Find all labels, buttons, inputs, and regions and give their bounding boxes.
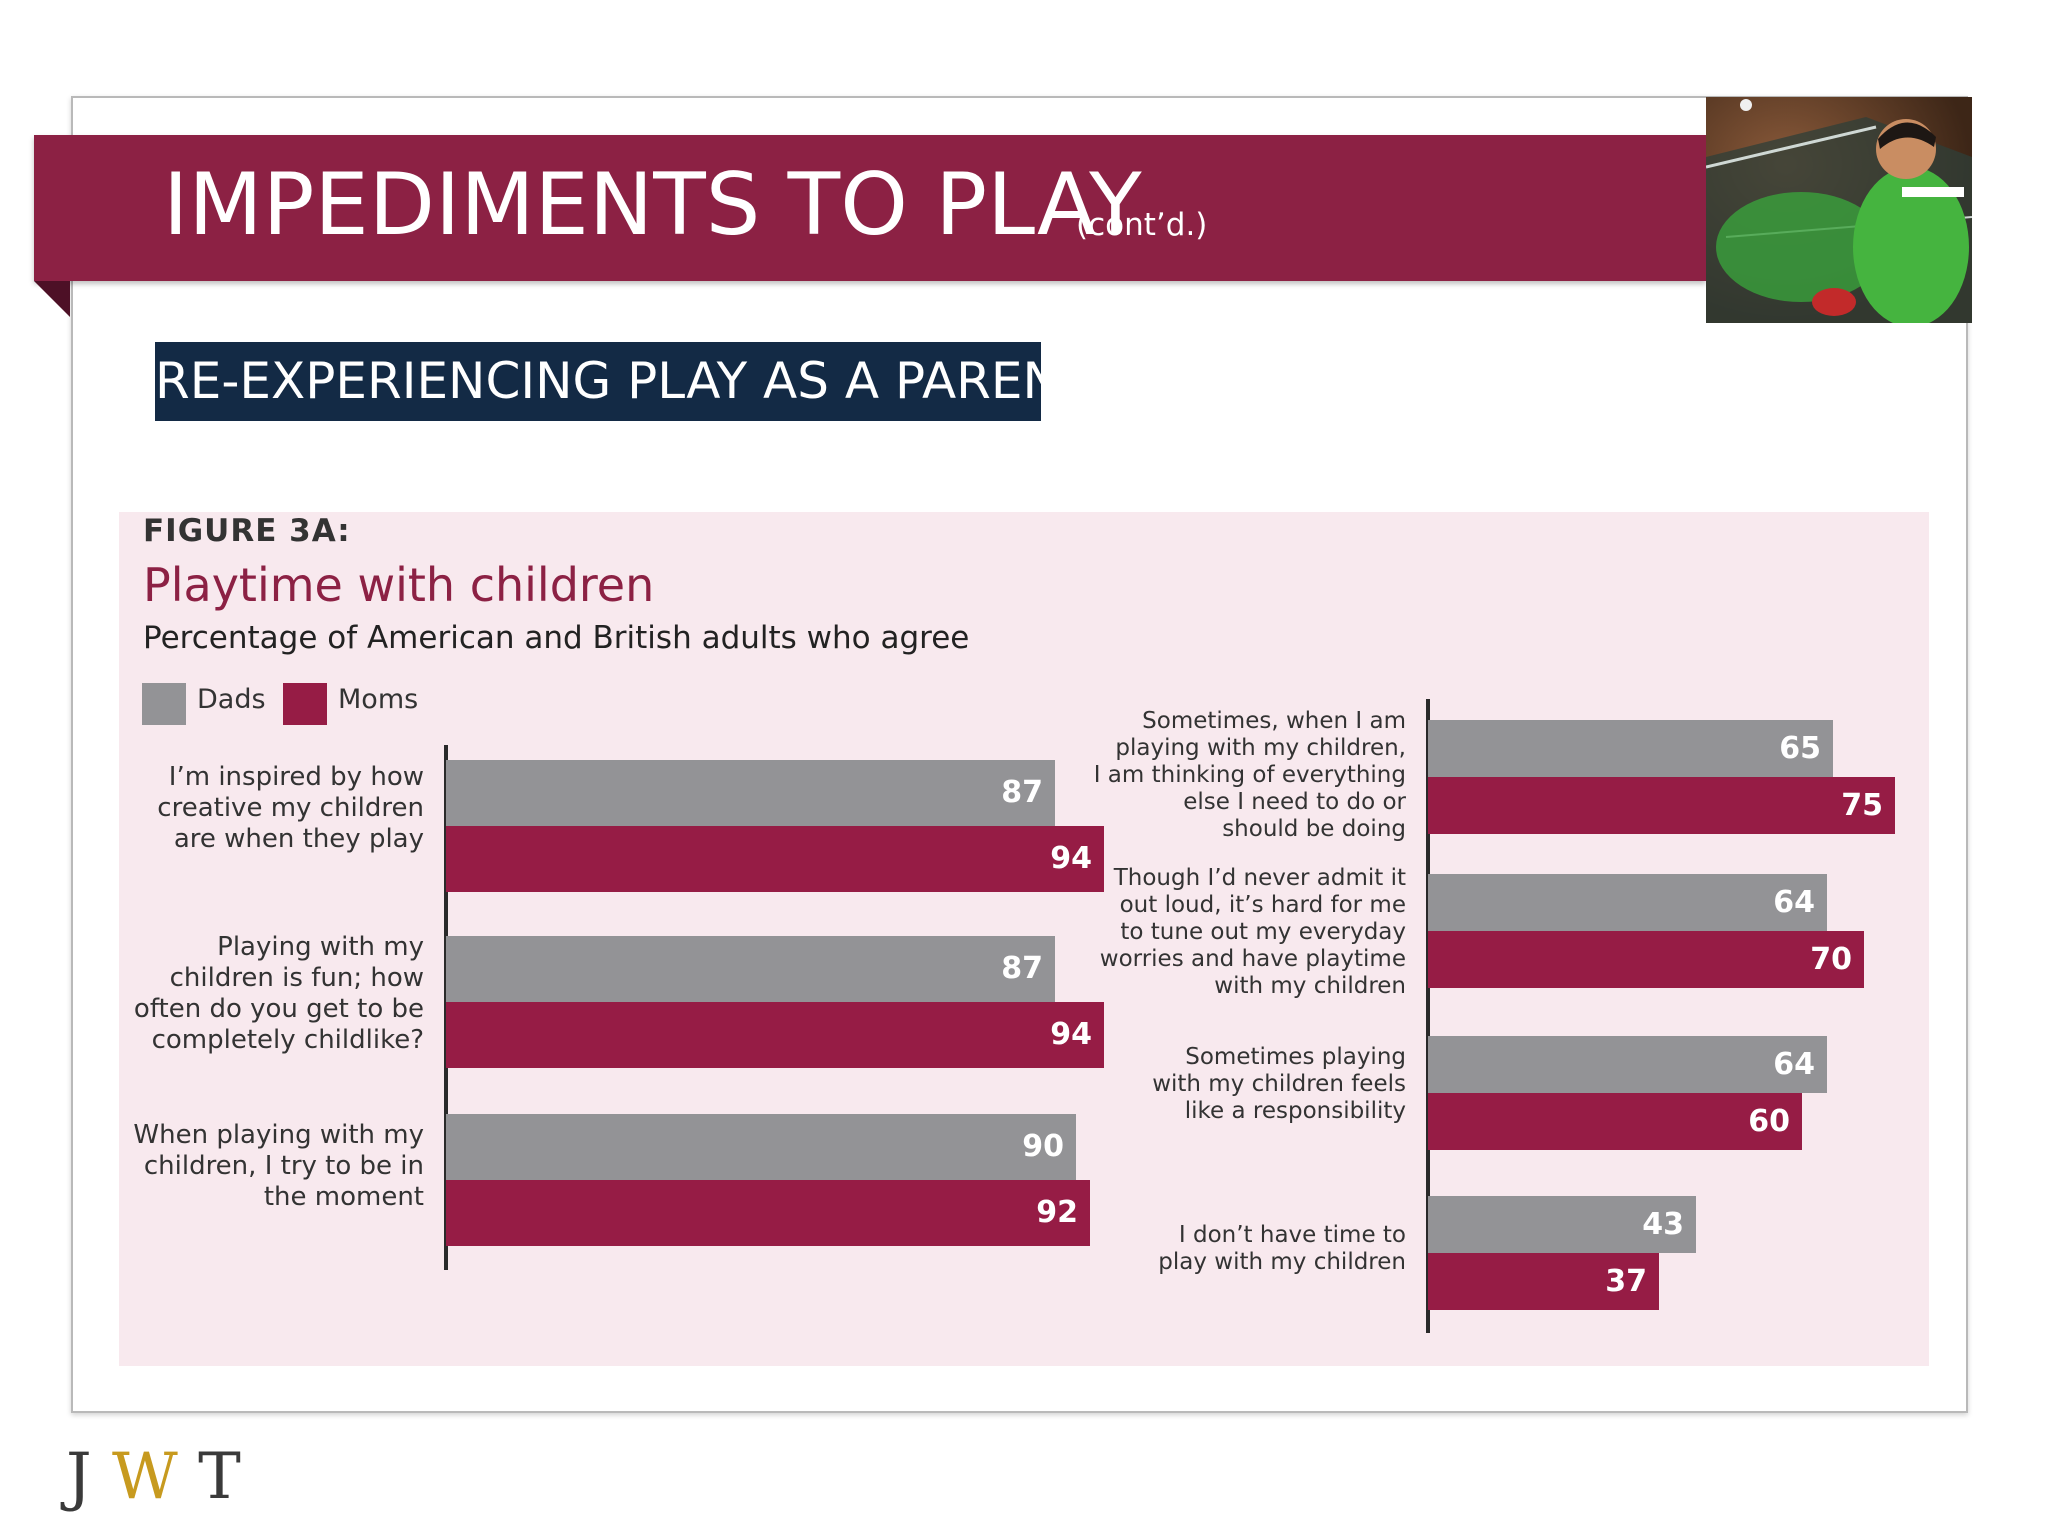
chart-subtitle: Percentage of American and British adult… <box>143 620 970 656</box>
jwt-logo: J W T <box>66 1440 241 1514</box>
logo-letter-w: W <box>112 1440 178 1514</box>
bar-dads <box>446 936 1055 1002</box>
bar-dads <box>446 1114 1076 1180</box>
data-label: 64 <box>1773 1047 1815 1082</box>
data-label: 94 <box>1050 1017 1092 1052</box>
bar-moms <box>446 1180 1090 1246</box>
slide-title-suffix: (cont’d.) <box>1076 207 1208 243</box>
legend-label-dads: Dads <box>197 684 266 715</box>
data-label: 90 <box>1022 1129 1064 1164</box>
bar-dads <box>1428 1196 1696 1253</box>
category-label: Though I’d never admit it out loud, it’s … <box>1099 865 1406 999</box>
data-label: 94 <box>1050 841 1092 876</box>
category-label: Playing with my children is fun; how often… <box>133 932 424 1055</box>
category-label: When playing with my children, I try to b… <box>133 1120 424 1212</box>
banner-fold <box>34 281 70 317</box>
legend-swatch-moms <box>283 683 327 725</box>
legend-label-moms: Moms <box>338 684 419 715</box>
category-label: Sometimes playing with my children feels l… <box>1152 1044 1406 1124</box>
bar-moms <box>446 1002 1104 1068</box>
figure-label: FIGURE 3A: <box>143 513 351 549</box>
logo-letter-j: J <box>66 1440 92 1514</box>
bar-dads <box>1428 720 1833 777</box>
bar-moms <box>1428 931 1864 988</box>
legend-swatch-dads <box>142 683 186 725</box>
category-label: I don’t have time to play with my childre… <box>1158 1222 1406 1275</box>
data-label: 43 <box>1642 1207 1684 1242</box>
logo-letter-t: T <box>198 1440 241 1514</box>
data-label: 64 <box>1773 885 1815 920</box>
data-label: 87 <box>1001 775 1043 810</box>
data-label: 65 <box>1779 731 1821 766</box>
bar-dads <box>446 760 1055 826</box>
data-label: 60 <box>1748 1104 1790 1139</box>
bar-dads <box>1428 874 1827 931</box>
chart-title: Playtime with children <box>143 558 655 612</box>
data-label: 87 <box>1001 951 1043 986</box>
bar-dads <box>1428 1036 1827 1093</box>
bar-moms <box>1428 1253 1659 1310</box>
category-label: I’m inspired by how creative my children a… <box>157 762 424 854</box>
section-heading-box: RE-EXPERIENCING PLAY AS A PARENT <box>155 342 1091 421</box>
data-label: 37 <box>1605 1264 1647 1299</box>
bar-moms <box>1428 777 1895 834</box>
slide-title: IMPEDIMENTS TO PLAY <box>163 155 1142 255</box>
data-label: 75 <box>1841 788 1883 823</box>
section-heading: RE-EXPERIENCING PLAY AS A PARENT <box>155 352 1091 410</box>
ping-pong-player-photo <box>1706 97 1972 323</box>
chart-axis <box>1426 699 1430 1333</box>
bar-moms <box>446 826 1104 892</box>
bar-moms <box>1428 1093 1802 1150</box>
data-label: 70 <box>1810 942 1852 977</box>
data-label: 92 <box>1036 1195 1078 1230</box>
title-banner <box>34 135 1706 281</box>
category-label: Sometimes, when I am playing with my chil… <box>1093 708 1406 842</box>
